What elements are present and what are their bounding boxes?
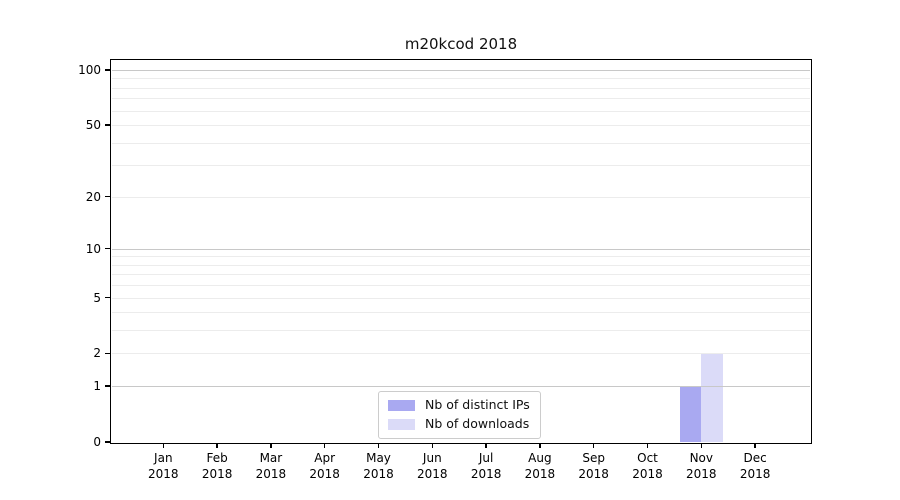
x-tick <box>700 443 702 449</box>
legend: Nb of distinct IPs Nb of downloads <box>378 391 541 439</box>
y-tick-label: 100 <box>78 63 101 78</box>
x-tick <box>324 443 326 449</box>
y-tick-label: 5 <box>93 290 101 305</box>
gridline-minor <box>112 312 810 314</box>
y-tick <box>105 296 111 299</box>
x-tick-label: Feb 2018 <box>201 450 233 482</box>
y-tick-label: 20 <box>85 189 101 204</box>
x-tick-label: May 2018 <box>363 450 394 482</box>
gridline-minor <box>112 125 810 127</box>
x-tick <box>754 443 756 449</box>
x-tick <box>216 443 218 449</box>
legend-entry-distinct-ips: Nb of distinct IPs <box>388 397 530 413</box>
legend-entry-downloads: Nb of downloads <box>388 416 530 432</box>
legend-swatch-downloads <box>388 418 415 430</box>
x-tick-label: Jun 2018 <box>417 450 448 482</box>
x-tick <box>270 443 272 449</box>
gridline-major <box>112 70 810 72</box>
x-tick <box>377 443 380 449</box>
gridline-minor <box>112 78 810 80</box>
y-tick-label: 50 <box>85 118 101 133</box>
y-tick <box>105 441 111 443</box>
y-tick <box>105 124 111 126</box>
gridline-minor <box>112 142 810 144</box>
plot-area <box>112 61 810 442</box>
y-tick <box>105 385 111 387</box>
gridline-major <box>112 248 810 250</box>
x-tick <box>646 443 649 449</box>
y-tick-label: 0 <box>93 435 101 449</box>
x-tick <box>485 443 487 449</box>
gridline-minor <box>112 196 810 198</box>
gridline-minor <box>112 165 810 167</box>
y-tick-label: 2 <box>93 346 101 361</box>
gridline-minor <box>112 87 810 89</box>
x-tick-label: Dec 2018 <box>739 450 771 482</box>
gridline-minor <box>112 297 810 299</box>
gridline-minor <box>112 285 810 287</box>
legend-label-downloads: Nb of downloads <box>425 416 530 431</box>
x-tick <box>431 443 433 449</box>
x-tick-label: Aug 2018 <box>524 450 556 482</box>
x-tick <box>539 443 541 449</box>
x-tick-label: Oct 2018 <box>632 450 663 482</box>
x-tick-label: Apr 2018 <box>309 450 340 482</box>
y-tick <box>105 69 111 71</box>
x-tick-label: Jan 2018 <box>148 450 179 482</box>
legend-swatch-distinct-ips <box>388 399 415 411</box>
gridline-minor <box>112 110 810 112</box>
bar-distinct-ips <box>679 386 702 442</box>
y-tick-label: 1 <box>93 379 101 394</box>
x-tick-label: Mar 2018 <box>255 450 287 482</box>
x-tick <box>162 443 164 449</box>
x-tick-label: Sep 2018 <box>578 450 609 482</box>
legend-label-distinct-ips: Nb of distinct IPs <box>425 397 530 412</box>
chart-title: m20kcod 2018 <box>404 35 518 53</box>
gridline-minor <box>112 353 810 355</box>
x-tick-label: Nov 2018 <box>686 450 717 482</box>
bar-downloads <box>701 353 723 442</box>
x-tick-label: Jul 2018 <box>470 450 502 482</box>
gridline-minor <box>112 274 810 276</box>
gridline-minor <box>112 330 810 332</box>
gridline-minor <box>112 264 810 266</box>
y-tick <box>105 195 111 198</box>
y-tick <box>105 352 111 355</box>
gridline-major <box>112 386 810 388</box>
gridline-minor <box>112 256 810 258</box>
x-tick <box>593 443 595 449</box>
y-tick-label: 10 <box>85 241 101 256</box>
gridline-minor <box>112 98 810 100</box>
y-tick <box>105 248 111 250</box>
